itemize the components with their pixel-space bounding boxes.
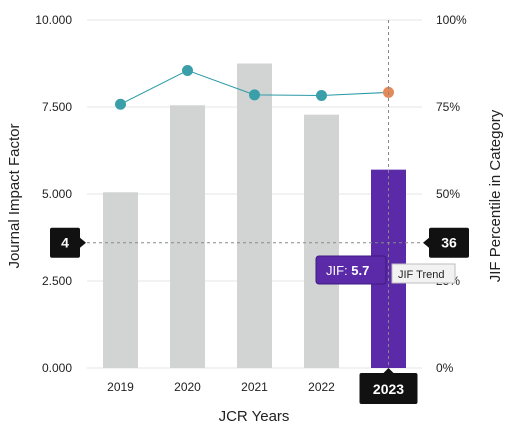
crosshair-right-pointer <box>423 237 429 248</box>
jif-tooltip-label: JIF: 5.7 <box>326 263 369 278</box>
y-tick-left-label: 0.000 <box>42 361 72 375</box>
y-axis-right-ticks: 0%25%50%75%100% <box>436 13 467 375</box>
bar-2020 <box>170 105 205 368</box>
y-tick-left-label: 10.000 <box>35 13 72 27</box>
x-axis-ticks: 2019 2020 2021 2022 2023 <box>107 368 418 404</box>
y-axis-left-title: Journal Impact Factor <box>6 123 23 268</box>
y-tick-right-label: 50% <box>436 187 460 201</box>
y-tick-right-label: 100% <box>436 13 467 27</box>
percentile-point-2019 <box>115 98 126 110</box>
crosshair-left-pointer <box>80 237 86 248</box>
percentile-point-2022 <box>316 90 327 102</box>
x-tick-label: 2020 <box>174 380 201 394</box>
crosshair-right-value: 36 <box>441 235 457 251</box>
x-tick-label: 2023 <box>373 381 404 397</box>
percentile-line <box>115 64 394 110</box>
y-tick-left-label: 5.000 <box>42 187 72 201</box>
hover-overlay: 4 36 JIF: 5.7 JIF Trend <box>50 20 469 368</box>
trend-tooltip-label: JIF Trend <box>398 269 444 281</box>
jif-tooltip-box <box>315 255 387 285</box>
x-tick-badge-pointer <box>383 368 394 373</box>
y-axis-right-title: JIF Percentile in Category <box>487 109 504 282</box>
bar-2019 <box>103 192 138 368</box>
x-tick-label: 2022 <box>308 380 335 394</box>
x-tick-label: 2021 <box>241 380 268 394</box>
jif-tooltip-value: 5.7 <box>351 263 369 278</box>
x-tick-label: 2019 <box>107 380 134 394</box>
crosshair-left-badge <box>50 227 80 258</box>
y-tick-right-label: 75% <box>436 100 460 114</box>
crosshair-right-badge <box>429 227 469 258</box>
bar-2021 <box>237 63 272 368</box>
percentile-point-2020 <box>182 64 193 76</box>
bars <box>103 63 406 368</box>
x-axis-title: JCR Years <box>219 408 290 425</box>
x-tick-highlight-badge <box>359 373 418 404</box>
y-tick-left-label: 7.500 <box>42 100 72 114</box>
bar-2022 <box>304 114 339 368</box>
y-tick-left-label: 2.500 <box>42 274 72 288</box>
percentile-point-2021 <box>249 89 260 101</box>
crosshair-left-value: 4 <box>61 235 69 251</box>
trend-tooltip-box <box>391 263 456 284</box>
y-tick-right-label: 0% <box>436 361 454 375</box>
y-axis-left-ticks: 0.000 2.500 5.000 7.500 10.000 <box>35 13 72 375</box>
